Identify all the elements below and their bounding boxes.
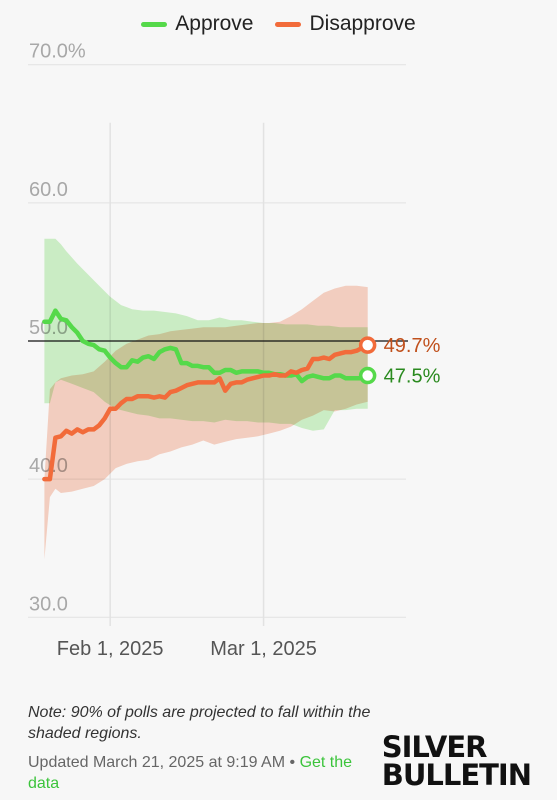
brand-line-1: SILVER [381,730,488,764]
approve-swatch-icon [141,21,168,27]
legend-item-disapprove[interactable]: Disapprove [275,12,416,36]
brand-line-2: BULLETIN [381,758,532,792]
end-marker-approve [358,366,377,385]
legend-item-approve[interactable]: Approve [141,12,253,36]
updated-text: Updated March 21, 2025 at 9:19 AM • [28,754,296,771]
x-tick-label-2025-02-01: Feb 1, 2025 [57,638,164,660]
legend-label-approve: Approve [175,12,254,35]
chart-legend: Approve Disapprove [0,12,557,36]
get-the-data-link[interactable]: Get the data [28,754,353,792]
legend-label-disapprove: Disapprove [309,12,416,35]
chart-note: Note: 90% of polls are projected to fall… [28,704,371,742]
y-tick-label-70: 70.0% [29,41,86,63]
uncertainty-bands [44,238,368,560]
y-tick-label-60: 60.0 [29,179,68,201]
updated-info: Updated March 21, 2025 at 9:19 AM • Get … [28,752,358,794]
disapprove-swatch-icon [275,21,302,27]
y-tick-label-30: 30.0 [29,593,68,615]
x-tick-label-2025-03-01: Mar 1, 2025 [210,638,317,660]
end-label-approve: 47.5% [384,366,441,388]
chart-labels: 49.7% 47.5% [384,335,441,387]
silver-bulletin-logo[interactable]: SILVER BULLETIN [381,730,532,792]
end-marker-disapprove [358,336,377,354]
end-label-disapprove: 49.7% [384,335,441,357]
line-approve [42,308,370,384]
series-lines [28,308,408,482]
line-disapprove [42,342,370,482]
band-disapprove [44,285,368,560]
